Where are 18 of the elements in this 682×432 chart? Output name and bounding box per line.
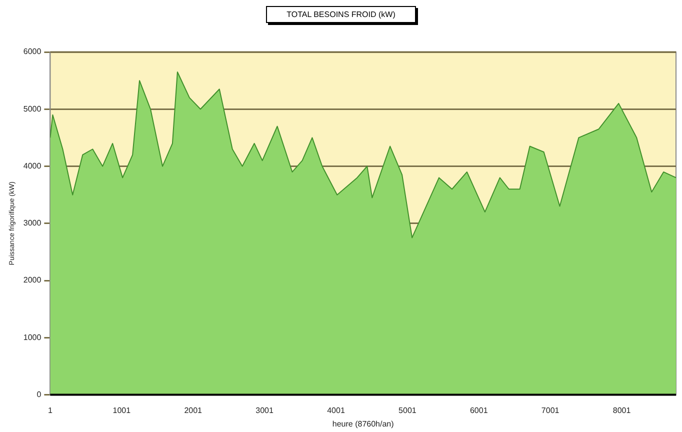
- x-tick-label: 7001: [541, 406, 560, 415]
- y-tick-label: 5000: [23, 104, 42, 114]
- x-tick-label: 2001: [184, 406, 203, 415]
- x-tick-label: 1: [48, 406, 53, 415]
- x-tick-label: 5001: [398, 406, 417, 415]
- chart-title: TOTAL BESOINS FROID (kW): [266, 6, 416, 23]
- y-tick-label: 2000: [23, 276, 42, 285]
- x-tick-label: 1001: [112, 406, 132, 415]
- x-tick-label: 6001: [470, 406, 488, 415]
- x-axis-title: heure (8760h/an): [332, 419, 394, 428]
- y-tick-label: 3000: [23, 218, 42, 228]
- y-tick-label: 1000: [23, 332, 42, 342]
- y-tick-label: 6000: [23, 47, 42, 56]
- x-tick-label: 3001: [256, 406, 274, 415]
- x-tick-label: 8001: [612, 406, 632, 415]
- y-tick-label: 4000: [23, 161, 42, 170]
- x-tick-label: 4001: [327, 406, 346, 415]
- y-tick-label: 0: [36, 390, 42, 400]
